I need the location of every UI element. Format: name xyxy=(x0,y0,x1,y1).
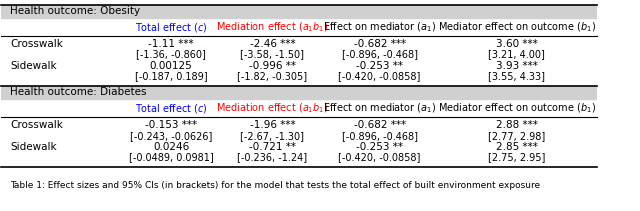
Bar xyxy=(1,4,597,18)
Text: -1.96 ***: -1.96 *** xyxy=(250,120,295,130)
Text: [-0.896, -0.468]: [-0.896, -0.468] xyxy=(342,131,418,141)
Text: [-0.243, -0.0626]: [-0.243, -0.0626] xyxy=(130,131,212,141)
Text: -2.46 ***: -2.46 *** xyxy=(250,39,295,49)
Text: [-0.236, -1.24]: [-0.236, -1.24] xyxy=(237,153,307,162)
Text: Mediation effect ($a_1b_1$): Mediation effect ($a_1b_1$) xyxy=(216,21,328,34)
Text: 2.85 ***: 2.85 *** xyxy=(496,142,538,152)
Text: Health outcome: Obesity: Health outcome: Obesity xyxy=(10,6,140,16)
Text: -0.253 **: -0.253 ** xyxy=(356,142,403,152)
Text: Mediator effect on outcome ($b_1$): Mediator effect on outcome ($b_1$) xyxy=(438,102,596,115)
Text: [2.75, 2.95]: [2.75, 2.95] xyxy=(488,153,545,162)
Text: [-0.187, 0.189]: [-0.187, 0.189] xyxy=(135,71,207,81)
Text: Total effect ($c$): Total effect ($c$) xyxy=(135,102,207,115)
Text: -0.153 ***: -0.153 *** xyxy=(145,120,197,130)
Text: -0.996 **: -0.996 ** xyxy=(249,61,296,71)
Text: [-0.420, -0.0858]: [-0.420, -0.0858] xyxy=(339,71,421,81)
Text: [-3.58, -1.50]: [-3.58, -1.50] xyxy=(241,50,305,60)
Text: 2.88 ***: 2.88 *** xyxy=(496,120,538,130)
Text: -0.721 **: -0.721 ** xyxy=(249,142,296,152)
Text: 0.0246: 0.0246 xyxy=(153,142,189,152)
Text: Mediator effect on outcome ($b_1$): Mediator effect on outcome ($b_1$) xyxy=(438,21,596,34)
Text: Effect on mediator ($a_1$): Effect on mediator ($a_1$) xyxy=(323,21,436,34)
Text: [-0.0489, 0.0981]: [-0.0489, 0.0981] xyxy=(129,153,214,162)
Text: 0.00125: 0.00125 xyxy=(150,61,193,71)
Text: 3.60 ***: 3.60 *** xyxy=(496,39,538,49)
Text: -0.682 ***: -0.682 *** xyxy=(353,120,406,130)
Text: [2.77, 2.98]: [2.77, 2.98] xyxy=(488,131,545,141)
Text: [-1.82, -0.305]: [-1.82, -0.305] xyxy=(237,71,307,81)
Text: [-2.67, -1.30]: [-2.67, -1.30] xyxy=(241,131,305,141)
Bar xyxy=(1,86,597,99)
Text: Sidewalk: Sidewalk xyxy=(10,142,57,152)
Text: 3.93 ***: 3.93 *** xyxy=(496,61,538,71)
Text: [3.55, 4.33]: [3.55, 4.33] xyxy=(488,71,545,81)
Text: [-0.896, -0.468]: [-0.896, -0.468] xyxy=(342,50,418,60)
Text: -0.253 **: -0.253 ** xyxy=(356,61,403,71)
Text: Total effect ($c$): Total effect ($c$) xyxy=(135,21,207,34)
Text: [-0.420, -0.0858]: [-0.420, -0.0858] xyxy=(339,153,421,162)
Text: Health outcome: Diabetes: Health outcome: Diabetes xyxy=(10,87,147,97)
Text: Effect on mediator ($a_1$): Effect on mediator ($a_1$) xyxy=(323,102,436,115)
Text: Crosswalk: Crosswalk xyxy=(10,39,63,49)
Text: Crosswalk: Crosswalk xyxy=(10,120,63,130)
Text: [-1.36, -0.860]: [-1.36, -0.860] xyxy=(136,50,206,60)
Text: -0.682 ***: -0.682 *** xyxy=(353,39,406,49)
Text: [3.21, 4.00]: [3.21, 4.00] xyxy=(488,50,545,60)
Text: -1.11 ***: -1.11 *** xyxy=(148,39,194,49)
Text: Sidewalk: Sidewalk xyxy=(10,61,57,71)
Text: Table 1: Effect sizes and 95% CIs (in brackets) for the model that tests the tot: Table 1: Effect sizes and 95% CIs (in br… xyxy=(10,181,540,190)
Text: Mediation effect ($a_1b_1$): Mediation effect ($a_1b_1$) xyxy=(216,102,328,115)
